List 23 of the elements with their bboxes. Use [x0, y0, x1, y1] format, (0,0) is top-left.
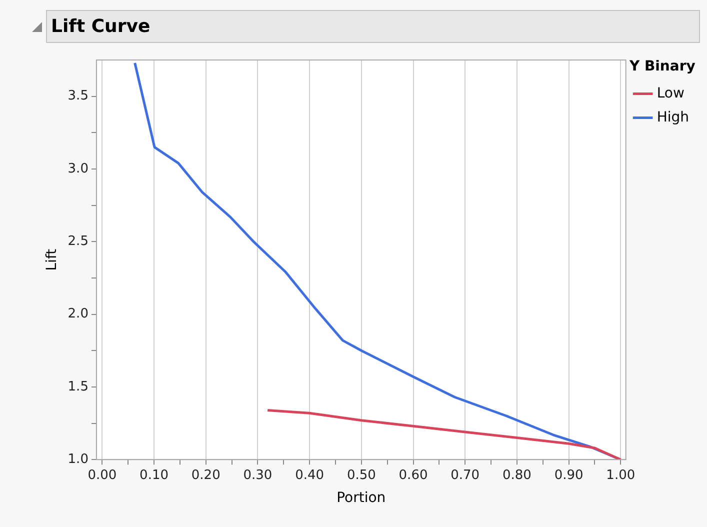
y-axis-title: Lift: [44, 248, 60, 271]
x-tick-label: 0.20: [191, 468, 220, 483]
y-tick-label: 3.0: [68, 161, 88, 176]
x-axis-title: Portion: [336, 490, 386, 506]
x-tick-label: 0.60: [398, 468, 428, 483]
y-tick-label: 1.0: [68, 452, 88, 467]
x-tick-label: 0.80: [502, 468, 532, 483]
x-tick-label: 0.00: [88, 468, 117, 483]
x-tick-label: 1.00: [606, 468, 636, 483]
x-tick-label: 0.30: [243, 468, 272, 483]
x-tick-label: 0.50: [346, 468, 376, 483]
legend-label: High: [656, 109, 690, 126]
x-tick-label: 0.40: [295, 468, 324, 483]
x-tick-label: 0.70: [450, 468, 480, 483]
y-tick-label: 2.0: [68, 306, 88, 322]
legend-title: Y Binary: [628, 58, 696, 75]
x-tick-label: 0.10: [140, 468, 168, 483]
y-tick-label: 2.5: [68, 234, 88, 250]
y-tick-label: 3.5: [68, 88, 88, 104]
y-tick-label: 1.5: [68, 379, 88, 394]
legend-label: Low: [656, 85, 684, 102]
x-tick-label: 0.90: [554, 468, 584, 483]
chart-title: Lift Curve: [51, 16, 150, 37]
